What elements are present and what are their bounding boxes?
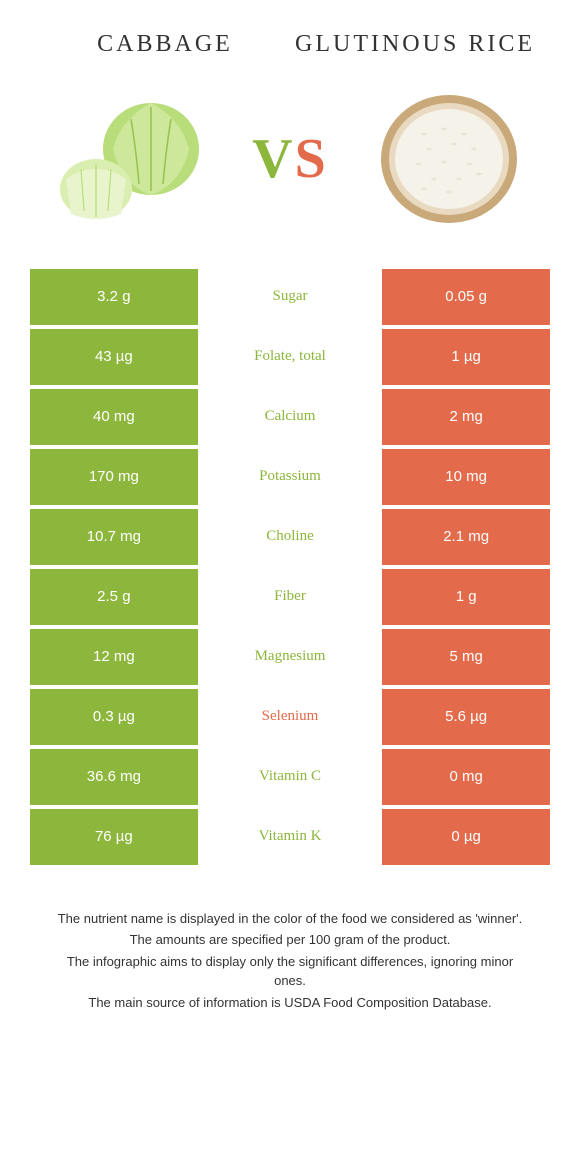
footer-line-4: The main source of information is USDA F… — [50, 993, 530, 1013]
nutrient-left-value: 36.6 mg — [30, 749, 198, 805]
nutrient-left-value: 76 µg — [30, 809, 198, 865]
nutrient-left-value: 12 mg — [30, 629, 198, 685]
table-row: 12 mgMagnesium5 mg — [30, 629, 550, 685]
nutrient-right-value: 10 mg — [382, 449, 550, 505]
table-row: 36.6 mgVitamin C0 mg — [30, 749, 550, 805]
vs-v: V — [252, 128, 294, 190]
nutrient-right-value: 2.1 mg — [382, 509, 550, 565]
nutrient-left-value: 3.2 g — [30, 269, 198, 325]
nutrient-name: Choline — [198, 509, 383, 565]
table-row: 170 mgPotassium10 mg — [30, 449, 550, 505]
nutrient-left-value: 10.7 mg — [30, 509, 198, 565]
nutrient-name: Magnesium — [198, 629, 383, 685]
food-left-title: CABBAGE — [40, 30, 290, 59]
nutrient-right-value: 5.6 µg — [382, 689, 550, 745]
nutrient-right-value: 0 mg — [382, 749, 550, 805]
header: CABBAGE GLUTINOUS RICE — [0, 0, 580, 69]
table-row: 43 µgFolate, total1 µg — [30, 329, 550, 385]
nutrient-right-value: 2 mg — [382, 389, 550, 445]
table-row: 10.7 mgCholine2.1 mg — [30, 509, 550, 565]
table-row: 76 µgVitamin K0 µg — [30, 809, 550, 865]
nutrient-left-value: 40 mg — [30, 389, 198, 445]
vs-s: S — [295, 128, 328, 190]
nutrient-name: Potassium — [198, 449, 383, 505]
footer-line-1: The nutrient name is displayed in the co… — [50, 909, 530, 929]
nutrient-right-value: 0.05 g — [382, 269, 550, 325]
food-right-title: GLUTINOUS RICE — [290, 30, 540, 59]
nutrient-name: Sugar — [198, 269, 383, 325]
cabbage-icon — [51, 79, 211, 239]
footer-line-3: The infographic aims to display only the… — [50, 952, 530, 991]
nutrient-right-value: 5 mg — [382, 629, 550, 685]
nutrient-name: Fiber — [198, 569, 383, 625]
nutrient-name: Selenium — [198, 689, 383, 745]
nutrient-right-value: 1 µg — [382, 329, 550, 385]
table-row: 0.3 µgSelenium5.6 µg — [30, 689, 550, 745]
nutrient-left-value: 170 mg — [30, 449, 198, 505]
nutrient-name: Vitamin C — [198, 749, 383, 805]
footer-notes: The nutrient name is displayed in the co… — [0, 869, 580, 1013]
nutrient-left-value: 0.3 µg — [30, 689, 198, 745]
nutrient-name: Vitamin K — [198, 809, 383, 865]
table-row: 2.5 gFiber1 g — [30, 569, 550, 625]
footer-line-2: The amounts are specified per 100 gram o… — [50, 930, 530, 950]
table-row: 3.2 gSugar0.05 g — [30, 269, 550, 325]
nutrient-right-value: 1 g — [382, 569, 550, 625]
nutrient-left-value: 43 µg — [30, 329, 198, 385]
nutrient-name: Calcium — [198, 389, 383, 445]
rice-icon — [369, 79, 529, 239]
nutrient-left-value: 2.5 g — [30, 569, 198, 625]
vs-label: VS — [252, 127, 328, 191]
nutrient-table: 3.2 gSugar0.05 g43 µgFolate, total1 µg40… — [0, 269, 580, 865]
nutrient-name: Folate, total — [198, 329, 383, 385]
images-row: VS — [0, 69, 580, 269]
table-row: 40 mgCalcium2 mg — [30, 389, 550, 445]
nutrient-right-value: 0 µg — [382, 809, 550, 865]
